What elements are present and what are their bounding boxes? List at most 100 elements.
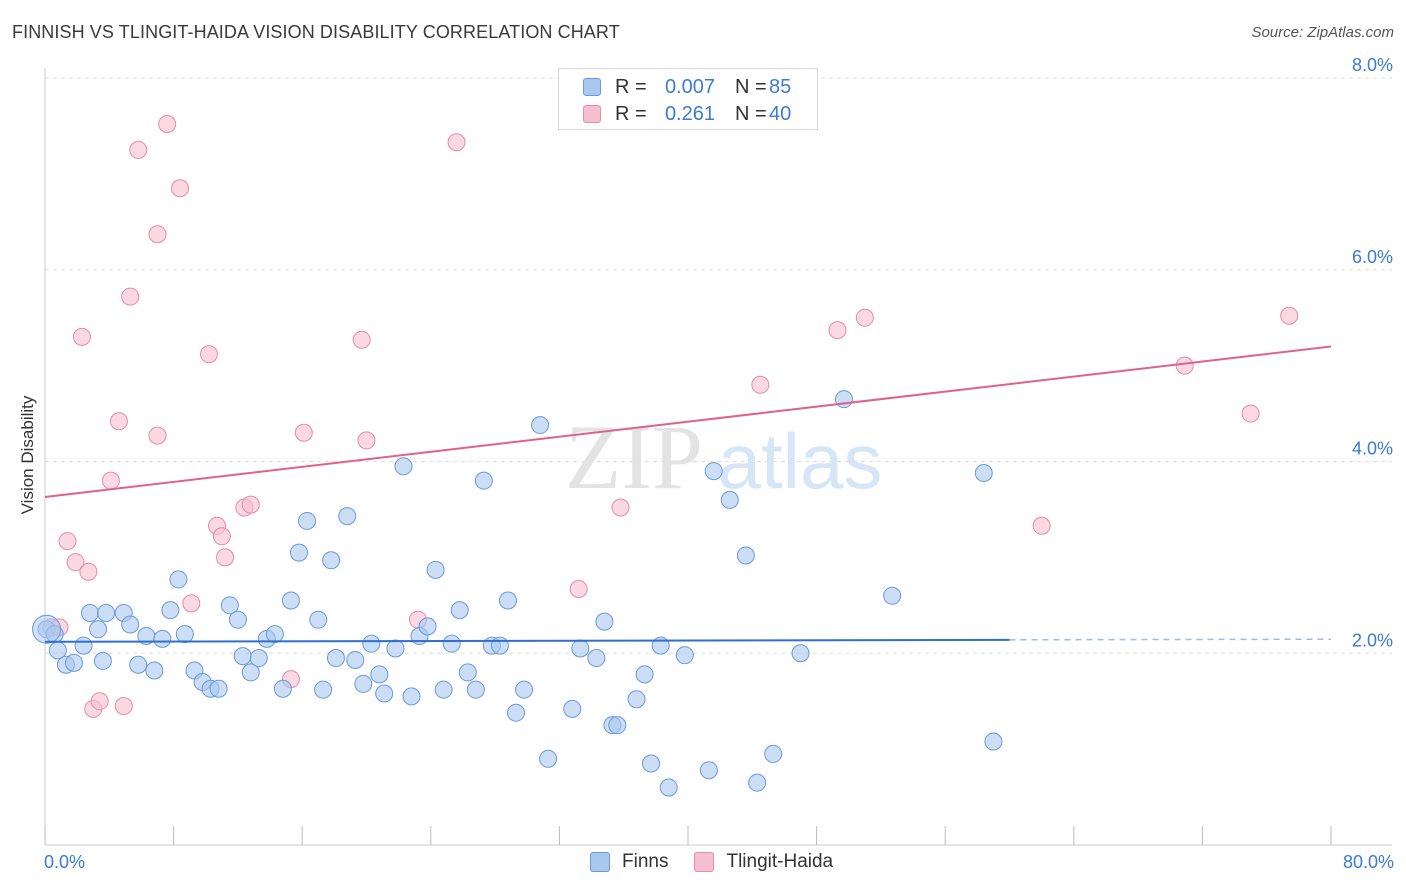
- finns-point: [209, 679, 228, 698]
- tlingit-point: [182, 594, 201, 613]
- finns-point: [587, 649, 606, 668]
- finns-point: [93, 651, 112, 670]
- finns-point: [498, 591, 517, 610]
- finns-point: [322, 551, 341, 570]
- finns-point: [273, 679, 292, 698]
- x-max-label: 80.0%: [1342, 852, 1394, 872]
- finns-point: [506, 703, 525, 722]
- finns-point: [984, 732, 1003, 751]
- watermark-zip: ZIP: [565, 406, 703, 508]
- tlingit-point: [1175, 356, 1194, 375]
- tlingit-point: [751, 375, 770, 394]
- finns-point: [608, 716, 627, 735]
- axes: [44, 68, 1392, 846]
- tlingit-point: [109, 412, 128, 431]
- n-value-finns: 85: [769, 75, 792, 98]
- finns-point: [375, 684, 394, 703]
- n-value-tlingit: 40: [769, 102, 792, 125]
- tlingit-point: [352, 330, 371, 349]
- finns-point: [466, 680, 485, 699]
- finns-point: [764, 744, 783, 763]
- finns-point: [515, 680, 534, 699]
- finns-point: [169, 570, 188, 589]
- finns-point: [233, 647, 252, 666]
- tlingit-swatch: [694, 852, 715, 872]
- y-tick-label: 6.0%: [1352, 247, 1393, 267]
- finns-point: [362, 634, 381, 653]
- tlingit-swatch: [583, 105, 601, 123]
- r-value-tlingit: 0.261: [664, 102, 715, 125]
- correlation-legend: R = 0.007 N = 85 R = 0.261 N = 40: [558, 68, 818, 130]
- finns-points: [32, 390, 1003, 797]
- tlingit-point: [611, 498, 630, 517]
- n-label: N =: [735, 75, 767, 98]
- finns-point: [326, 649, 345, 668]
- tlingit-point: [1241, 404, 1260, 423]
- tlingit-point: [855, 308, 874, 327]
- finns-point: [675, 646, 694, 665]
- finns-point: [699, 761, 718, 780]
- tlingit-point: [129, 140, 148, 159]
- finns-point: [563, 699, 582, 718]
- tlingit-point: [357, 431, 376, 450]
- n-label: N =: [735, 102, 767, 125]
- finns-swatch: [590, 852, 610, 872]
- finns-swatch: [583, 78, 601, 96]
- finns-point: [539, 749, 558, 768]
- tlingit-point: [66, 553, 85, 572]
- finns-point: [121, 615, 140, 634]
- tlingit-point: [148, 225, 167, 244]
- tlingit-point: [1280, 306, 1299, 325]
- legend-row-finns: R = 0.007 N = 85: [583, 74, 791, 100]
- chart-title: FINNISH VS TLINGIT-HAIDA VISION DISABILI…: [12, 22, 620, 42]
- finns-trend-extension: [1009, 638, 1332, 641]
- y-tick-label: 4.0%: [1352, 439, 1393, 459]
- finns-point: [241, 663, 260, 682]
- tlingit-point: [241, 495, 260, 514]
- tlingit-point: [569, 580, 588, 599]
- y-tick-label: 8.0%: [1352, 55, 1393, 75]
- finns-point: [64, 653, 83, 672]
- r-label: R =: [615, 102, 647, 125]
- tlingit-point: [114, 696, 133, 715]
- finns-point: [974, 464, 993, 483]
- finns-point: [474, 471, 493, 490]
- tlingit-point: [79, 562, 98, 581]
- tlingit-point: [447, 133, 466, 152]
- trend-lines: [44, 345, 1332, 643]
- finns-point: [338, 507, 357, 526]
- finns-point: [97, 603, 116, 622]
- finns-point: [161, 601, 180, 620]
- tlingit-point: [1032, 516, 1051, 535]
- finns-point: [704, 462, 723, 481]
- finns-point: [635, 665, 654, 684]
- finns-point: [145, 661, 164, 680]
- finns-point: [748, 773, 767, 792]
- finns-point: [642, 754, 661, 773]
- finns-point: [249, 649, 268, 668]
- tlingit-point: [72, 327, 91, 346]
- finns-point: [442, 634, 461, 653]
- finns-point: [791, 644, 810, 663]
- finns-point: [720, 490, 739, 509]
- finns-point: [220, 596, 239, 615]
- tlingit-point: [294, 423, 313, 442]
- finns-trend-line: [44, 638, 1010, 643]
- tlingit-point: [101, 471, 120, 490]
- series-legend: Finns Tlingit-Haida: [590, 851, 859, 873]
- legend-item-tlingit[interactable]: Tlingit-Haida: [694, 851, 833, 873]
- tlingit-point: [216, 548, 235, 567]
- finns-point: [354, 674, 373, 693]
- r-value-finns: 0.007: [664, 75, 715, 98]
- finns-point: [175, 625, 194, 644]
- finns-point-large: [32, 614, 62, 644]
- finns-point: [627, 690, 646, 709]
- tlingit-point: [58, 532, 77, 551]
- tlingit-point: [828, 321, 847, 340]
- legend-item-finns[interactable]: Finns: [590, 851, 668, 873]
- x-min-label: 0.0%: [44, 852, 86, 872]
- finns-point: [490, 636, 509, 655]
- r-label: R =: [615, 75, 647, 98]
- finns-point: [659, 778, 678, 797]
